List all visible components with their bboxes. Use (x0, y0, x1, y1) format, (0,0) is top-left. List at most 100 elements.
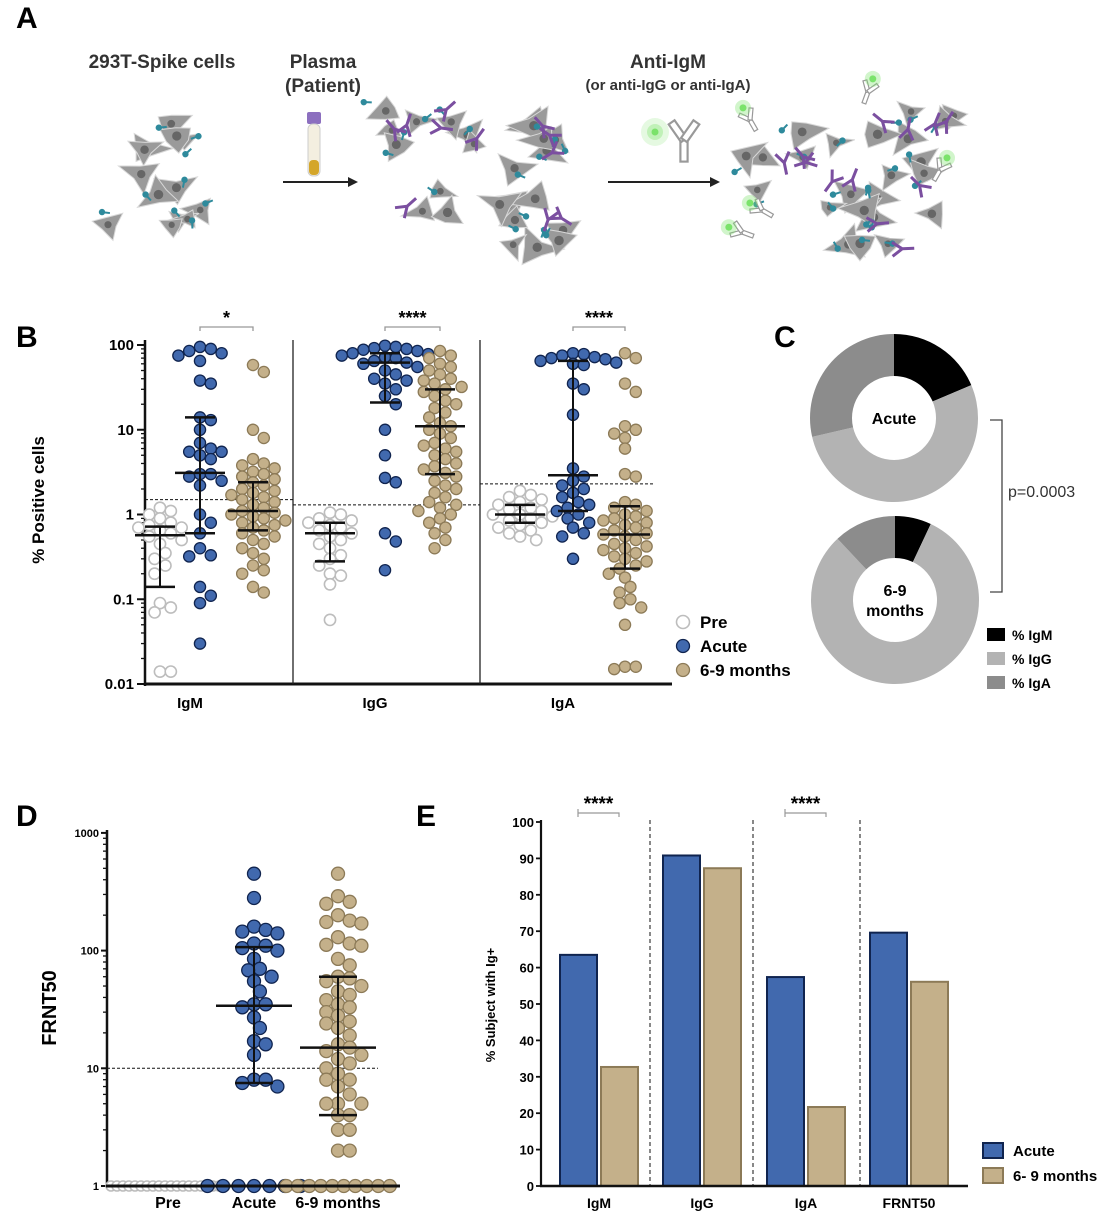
data-point (389, 383, 403, 396)
data-point (609, 356, 623, 369)
data-point (354, 978, 369, 994)
data-point (433, 512, 447, 525)
data-point (342, 936, 357, 951)
data-point (378, 339, 392, 352)
data-point (235, 924, 250, 939)
slice-igg (811, 523, 979, 684)
series-acute (172, 340, 228, 650)
x-tick-label: Acute (232, 1195, 277, 1212)
data-point (602, 567, 616, 580)
nucleus-icon (436, 187, 444, 195)
nucleus-icon (510, 215, 520, 225)
nucleus-icon (530, 194, 540, 204)
data-point (193, 354, 207, 368)
y-tick-label: 80 (520, 888, 534, 903)
data-point (342, 894, 357, 909)
significance-label: **** (398, 308, 426, 328)
data-point (342, 987, 357, 1003)
data-point (607, 501, 621, 515)
cell-icon (843, 234, 877, 262)
data-point (389, 476, 403, 489)
data-point (422, 516, 436, 529)
data-point (342, 1014, 357, 1029)
nucleus-icon (758, 153, 768, 162)
antibody-icon (909, 175, 932, 198)
data-point (319, 992, 334, 1008)
data-point (502, 514, 516, 527)
data-point (535, 493, 548, 506)
data-point (257, 537, 271, 551)
data-point (257, 467, 271, 481)
data-point (235, 470, 249, 483)
data-point (319, 1072, 334, 1087)
data-point (607, 550, 621, 563)
data-point (268, 506, 281, 519)
data-point (629, 521, 643, 534)
data-point (449, 445, 463, 459)
x-tick-label: IgG (690, 1195, 713, 1211)
data-point (342, 1000, 357, 1015)
data-point (268, 518, 281, 532)
donut-6-9-months: 6-9 months (811, 516, 979, 684)
data-point (330, 1143, 346, 1158)
data-point (417, 439, 431, 452)
data-point (319, 896, 334, 911)
panel-d-scatter: 1 10 100 1000 FRNT50 Pre Acute 6-9 months (39, 828, 400, 1212)
nucleus-icon (907, 108, 915, 115)
nucleus-icon (104, 221, 112, 229)
nucleus-icon (872, 129, 883, 140)
data-point (148, 567, 161, 581)
x-tick-label: IgA (551, 695, 575, 712)
spike-protein-icon (827, 201, 837, 212)
nucleus-icon (495, 199, 505, 209)
data-point (524, 488, 538, 502)
data-point (417, 385, 431, 399)
y-tick-label: 70 (520, 924, 534, 939)
significance-bracket (572, 326, 626, 331)
data-point (193, 596, 207, 610)
panel-b-scatter: 0.01 0.1 1 10 100 % Positive cells IgM * IgG ****… (29, 308, 791, 712)
data-point (246, 919, 262, 934)
data-point (449, 457, 463, 470)
spike-protein-icon (905, 151, 913, 163)
antibody-icon (841, 167, 859, 192)
data-point (164, 601, 178, 614)
donut-center-label: 6-9 (883, 583, 906, 600)
data-point (235, 482, 249, 496)
data-point (513, 530, 527, 543)
significance-bracket (784, 809, 827, 817)
data-point (246, 533, 260, 547)
nucleus-icon (168, 221, 175, 228)
significance-label: **** (585, 308, 613, 328)
data-point (577, 482, 591, 496)
cell-icon (117, 162, 161, 196)
data-point (629, 423, 643, 437)
nucleus-icon (797, 127, 807, 137)
data-point (561, 512, 574, 525)
spike-protein-icon (421, 113, 432, 123)
data-point (629, 351, 643, 365)
data-point (577, 358, 591, 372)
antibody-icon (429, 118, 454, 135)
y-tick-label: 30 (520, 1070, 534, 1085)
y-tick-label: 40 (520, 1033, 534, 1048)
data-point (389, 340, 403, 354)
spike-protein-icon (865, 187, 872, 199)
data-point (193, 374, 207, 387)
data-point (502, 490, 516, 504)
data-point (330, 951, 346, 967)
x-tick-label: IgG (363, 695, 388, 712)
data-point (342, 1056, 357, 1071)
data-point (268, 473, 281, 486)
data-point (389, 535, 403, 548)
legend-label: % IgA (1012, 675, 1051, 691)
data-point (378, 563, 392, 577)
nucleus-icon (442, 207, 453, 218)
slice-igm (895, 516, 931, 562)
data-point (422, 495, 436, 509)
data-point (258, 922, 273, 938)
data-point (246, 866, 262, 881)
data-point (342, 913, 357, 928)
data-point (439, 533, 452, 547)
series-pre (131, 501, 188, 678)
